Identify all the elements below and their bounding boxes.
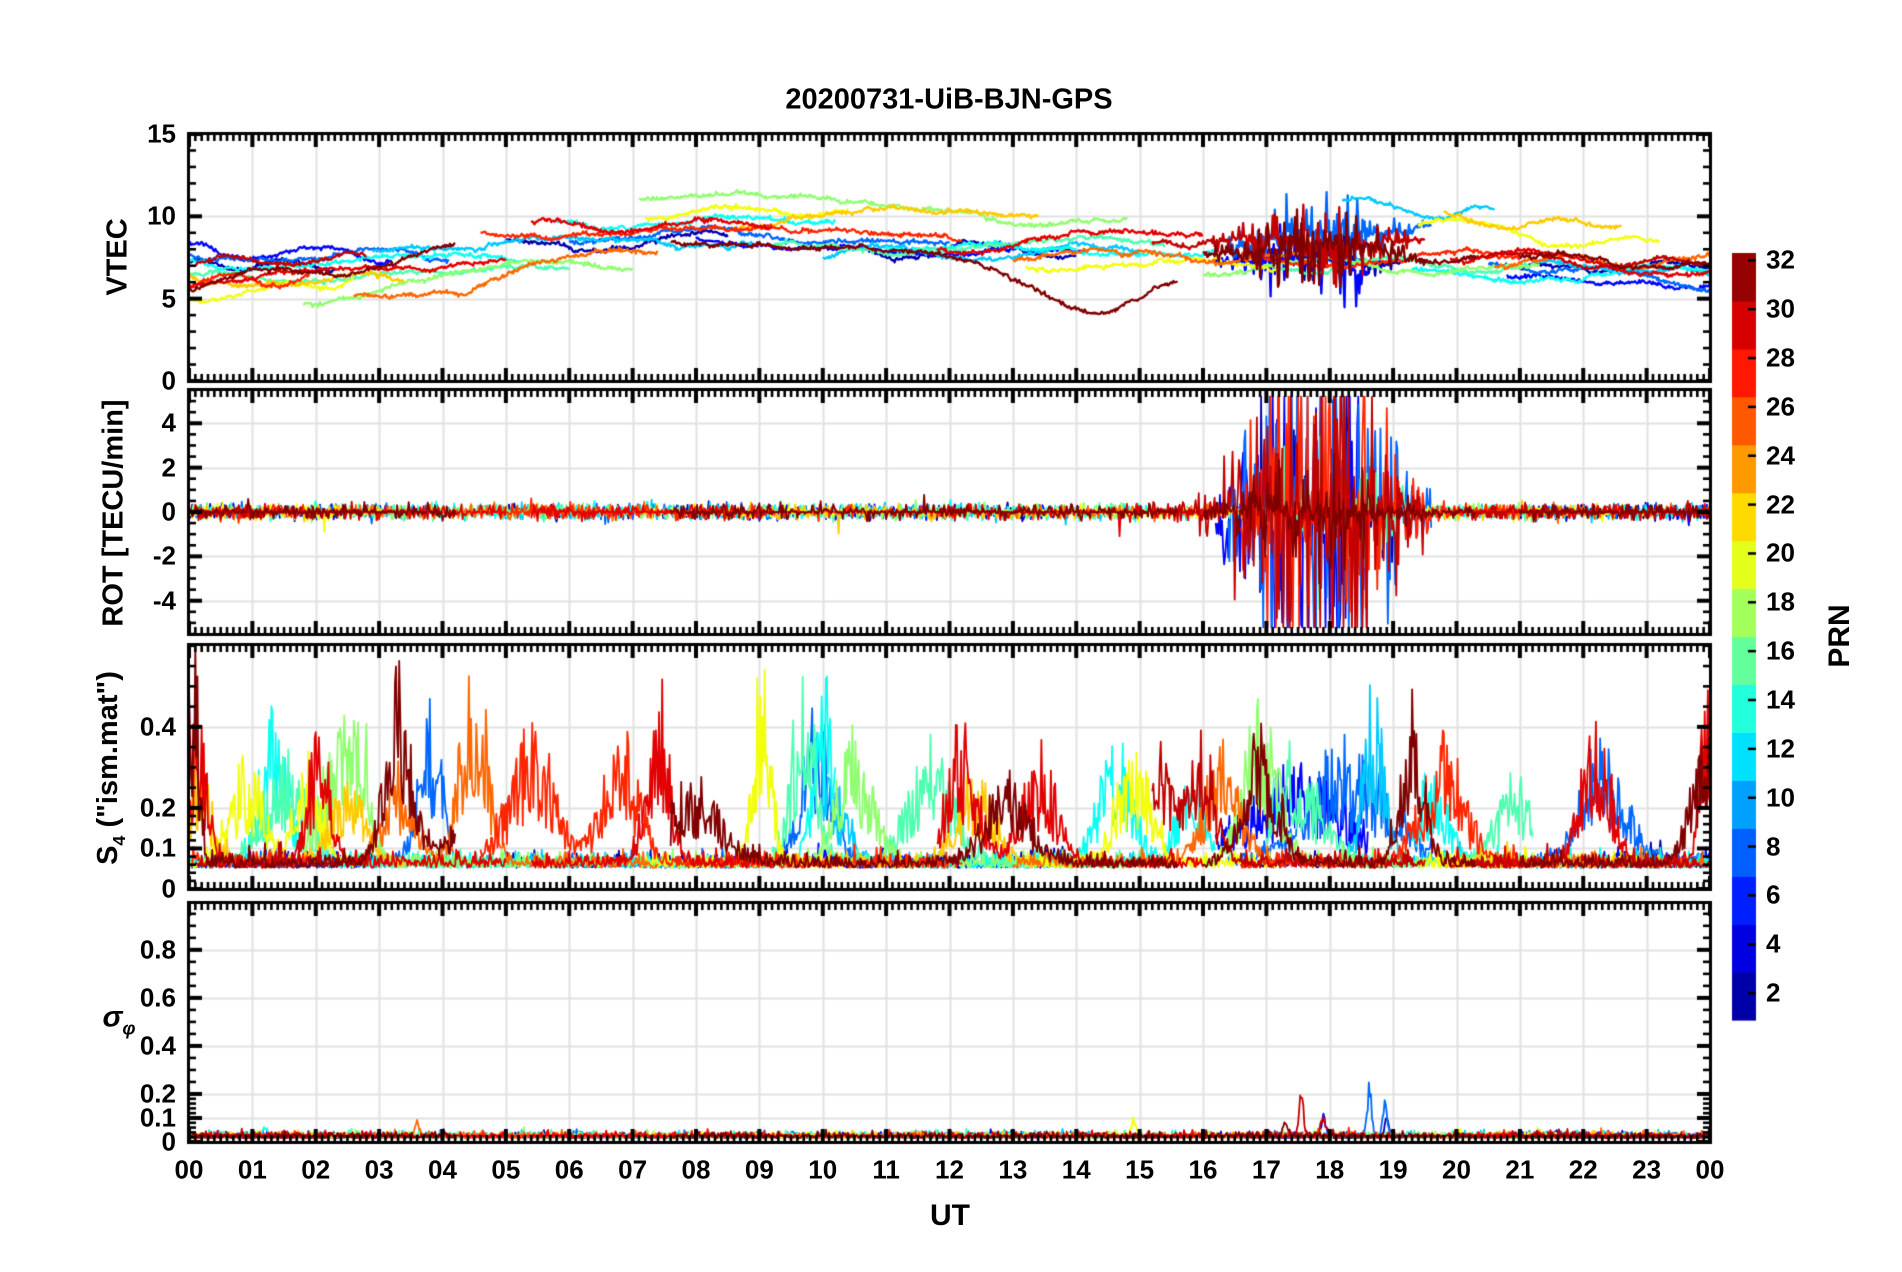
colorbar-tick-label: 8 xyxy=(1766,831,1781,862)
x-tick-label: 13 xyxy=(998,1154,1028,1185)
x-tick-label: 15 xyxy=(1125,1154,1155,1185)
x-tick-label: 08 xyxy=(681,1154,711,1185)
y-tick-label-sigma_phi: 0.8 xyxy=(139,934,176,965)
y-tick-label-sigma_phi: 0.1 xyxy=(139,1102,176,1133)
x-tick-label: 00 xyxy=(174,1154,204,1185)
y-tick-label-s4: 0.4 xyxy=(139,711,176,742)
y-tick-label-sigma_phi: 0.4 xyxy=(139,1030,176,1061)
x-tick-label: 19 xyxy=(1378,1154,1408,1185)
colorbar-tick-label: 16 xyxy=(1766,635,1795,666)
y-tick-label-rot: 2 xyxy=(161,452,176,483)
colorbar-tick-label: 14 xyxy=(1766,684,1795,715)
colorbar-tick-label: 2 xyxy=(1766,977,1781,1008)
y-tick-label-s4: 0.2 xyxy=(139,792,176,823)
x-tick-label: 04 xyxy=(428,1154,457,1185)
colorbar-label-prn: PRN xyxy=(1823,604,1856,668)
y-tick-label-vtec: 5 xyxy=(161,283,176,314)
colorbar-tick-label: 4 xyxy=(1766,928,1781,959)
x-tick-label: 11 xyxy=(872,1154,900,1185)
colorbar-tick-label: 18 xyxy=(1766,586,1795,617)
y-tick-label-vtec: 15 xyxy=(147,118,176,149)
colorbar-tick-label: 22 xyxy=(1766,489,1795,520)
colorbar-tick-label: 20 xyxy=(1766,537,1795,568)
y-tick-label-rot: -4 xyxy=(152,585,176,616)
colorbar-tick-label: 6 xyxy=(1766,879,1781,910)
colorbar-tick-label: 10 xyxy=(1766,782,1795,813)
x-tick-label: 05 xyxy=(491,1154,521,1185)
axis-label-vtec: VTEC xyxy=(101,218,134,296)
y-tick-label-vtec: 10 xyxy=(147,200,176,231)
y-tick-label-rot: 0 xyxy=(161,496,176,527)
y-tick-label-s4: 0.1 xyxy=(139,832,176,863)
axis-label-ut: UT xyxy=(930,1199,970,1232)
axis-label-rot: ROT [TECU/min] xyxy=(97,399,130,627)
x-tick-label: 12 xyxy=(935,1154,964,1185)
x-tick-label: 21 xyxy=(1505,1154,1535,1185)
x-tick-label: 06 xyxy=(554,1154,584,1185)
x-tick-label: 14 xyxy=(1061,1154,1091,1185)
x-tick-label: 20 xyxy=(1442,1154,1471,1185)
y-tick-label-sigma_phi: 0.6 xyxy=(139,982,176,1013)
chart-title: 20200731-UiB-BJN-GPS xyxy=(785,83,1113,116)
x-tick-label: 23 xyxy=(1632,1154,1662,1185)
colorbar-tick-label: 26 xyxy=(1766,391,1795,422)
axis-label-sigma-phi: σφ xyxy=(102,1000,136,1039)
y-tick-label-vtec: 0 xyxy=(161,365,176,396)
colorbar-tick-label: 12 xyxy=(1766,733,1795,764)
x-tick-label: 07 xyxy=(618,1154,648,1185)
y-tick-label-sigma_phi: 0.2 xyxy=(139,1078,176,1109)
colorbar-tick-label: 32 xyxy=(1766,244,1795,275)
x-tick-label: 17 xyxy=(1251,1154,1281,1185)
colorbar-tick-label: 30 xyxy=(1766,293,1795,324)
x-tick-label: 10 xyxy=(808,1154,838,1185)
x-tick-label: 22 xyxy=(1568,1154,1598,1185)
y-tick-label-sigma_phi: 0 xyxy=(161,1126,176,1157)
x-tick-label: 16 xyxy=(1188,1154,1218,1185)
x-tick-label: 09 xyxy=(744,1154,774,1185)
y-tick-label-rot: 4 xyxy=(161,407,176,438)
y-tick-label-s4: 0 xyxy=(161,873,176,904)
colorbar-tick-label: 28 xyxy=(1766,342,1795,373)
colorbar-tick-label: 24 xyxy=(1766,440,1795,471)
x-tick-label: 03 xyxy=(364,1154,394,1185)
x-tick-label: 01 xyxy=(237,1154,267,1185)
x-tick-label: 18 xyxy=(1315,1154,1345,1185)
x-tick-label: 00 xyxy=(1695,1154,1725,1185)
x-tick-label: 02 xyxy=(301,1154,331,1185)
y-tick-label-rot: -2 xyxy=(152,540,176,571)
axis-label-s4: S4 ("ism.mat") xyxy=(91,671,130,865)
